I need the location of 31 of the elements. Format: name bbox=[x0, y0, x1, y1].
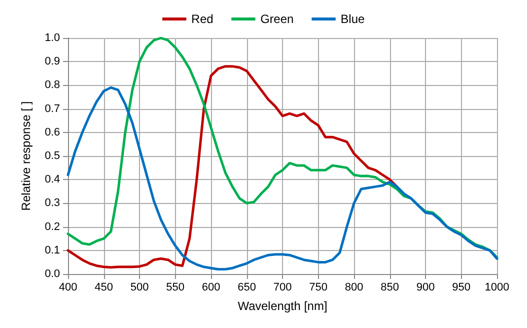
x-tick-label: 700 bbox=[273, 282, 292, 294]
x-tick-label: 900 bbox=[416, 282, 435, 294]
x-tick-label: 400 bbox=[58, 282, 78, 294]
x-tick-label: 500 bbox=[130, 282, 149, 294]
y-tick-label: 0.6 bbox=[44, 126, 60, 138]
y-tick-label: 1.0 bbox=[44, 32, 60, 44]
x-tick-label: 850 bbox=[380, 282, 399, 294]
y-tick-label: 0.7 bbox=[44, 102, 60, 115]
y-tick-label: 0.5 bbox=[44, 150, 60, 162]
y-axis-title: Relative response [ ] bbox=[19, 101, 33, 211]
y-tick-label: 0.9 bbox=[44, 56, 60, 68]
x-tick-label: 950 bbox=[452, 282, 470, 294]
line-series bbox=[66, 86, 498, 271]
y-tick-label: 0.0 bbox=[44, 268, 60, 280]
y-tick-label: 0.4 bbox=[44, 174, 60, 186]
x-tick-label: 550 bbox=[166, 282, 184, 294]
x-tick-label: 800 bbox=[344, 282, 364, 294]
legend-label: Blue bbox=[340, 12, 366, 26]
legend-label: Red bbox=[191, 12, 214, 26]
x-tick-label: 650 bbox=[238, 282, 256, 294]
line-series bbox=[66, 65, 398, 269]
x-axis-title: Wavelength [nm] bbox=[238, 299, 328, 313]
y-tick-label: 0.1 bbox=[44, 244, 60, 256]
y-tick-label: 0.8 bbox=[44, 79, 60, 92]
y-tick-label: 0.3 bbox=[44, 197, 60, 210]
y-tick-label: 0.2 bbox=[44, 220, 60, 233]
x-tick-label: 750 bbox=[309, 282, 328, 294]
x-tick-label: 1000 bbox=[484, 282, 510, 294]
x-tick-label: 600 bbox=[202, 282, 220, 294]
x-tick-label: 450 bbox=[94, 282, 113, 294]
legend-label: Green bbox=[260, 12, 294, 26]
